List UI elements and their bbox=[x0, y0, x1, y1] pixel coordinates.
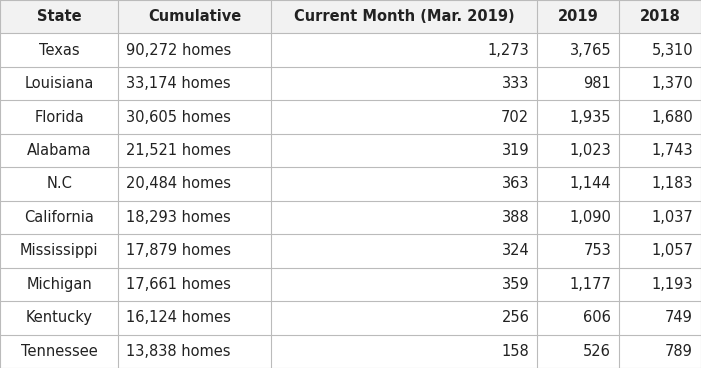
Text: Alabama: Alabama bbox=[27, 143, 91, 158]
Text: California: California bbox=[25, 210, 94, 225]
Text: 526: 526 bbox=[583, 344, 611, 359]
Bar bbox=[0, 0, 701, 33]
Text: 1,057: 1,057 bbox=[651, 243, 693, 258]
Text: 324: 324 bbox=[502, 243, 529, 258]
Text: 13,838 homes: 13,838 homes bbox=[126, 344, 231, 359]
Text: 17,661 homes: 17,661 homes bbox=[126, 277, 231, 292]
Text: 1,680: 1,680 bbox=[651, 110, 693, 125]
Text: 1,090: 1,090 bbox=[569, 210, 611, 225]
Text: Cumulative: Cumulative bbox=[148, 9, 241, 24]
Text: 1,273: 1,273 bbox=[488, 43, 529, 58]
Text: 388: 388 bbox=[502, 210, 529, 225]
Text: State: State bbox=[37, 9, 81, 24]
Text: 359: 359 bbox=[502, 277, 529, 292]
Text: 2019: 2019 bbox=[558, 9, 599, 24]
Text: Texas: Texas bbox=[39, 43, 79, 58]
Text: 18,293 homes: 18,293 homes bbox=[126, 210, 231, 225]
Text: Mississippi: Mississippi bbox=[20, 243, 98, 258]
Text: N.C: N.C bbox=[46, 177, 72, 191]
Text: 33,174 homes: 33,174 homes bbox=[126, 76, 231, 91]
Text: 1,183: 1,183 bbox=[651, 177, 693, 191]
Text: 17,879 homes: 17,879 homes bbox=[126, 243, 231, 258]
Text: 1,177: 1,177 bbox=[569, 277, 611, 292]
Text: 1,370: 1,370 bbox=[651, 76, 693, 91]
Text: 702: 702 bbox=[501, 110, 529, 125]
Text: 1,144: 1,144 bbox=[569, 177, 611, 191]
Text: Florida: Florida bbox=[34, 110, 84, 125]
Text: 319: 319 bbox=[502, 143, 529, 158]
Text: 3,765: 3,765 bbox=[569, 43, 611, 58]
Text: 363: 363 bbox=[502, 177, 529, 191]
Text: 749: 749 bbox=[665, 310, 693, 325]
Text: 981: 981 bbox=[583, 76, 611, 91]
Text: 333: 333 bbox=[502, 76, 529, 91]
Text: 1,023: 1,023 bbox=[569, 143, 611, 158]
Text: 256: 256 bbox=[501, 310, 529, 325]
Text: 1,743: 1,743 bbox=[651, 143, 693, 158]
Text: 5,310: 5,310 bbox=[651, 43, 693, 58]
Text: 20,484 homes: 20,484 homes bbox=[126, 177, 231, 191]
Text: 16,124 homes: 16,124 homes bbox=[126, 310, 231, 325]
Text: 606: 606 bbox=[583, 310, 611, 325]
Text: 90,272 homes: 90,272 homes bbox=[126, 43, 231, 58]
Text: 2018: 2018 bbox=[639, 9, 681, 24]
Text: 789: 789 bbox=[665, 344, 693, 359]
Text: 1,935: 1,935 bbox=[570, 110, 611, 125]
Text: 1,037: 1,037 bbox=[651, 210, 693, 225]
Text: Kentucky: Kentucky bbox=[26, 310, 93, 325]
Text: 158: 158 bbox=[502, 344, 529, 359]
Text: Michigan: Michigan bbox=[26, 277, 92, 292]
Text: 1,193: 1,193 bbox=[651, 277, 693, 292]
Text: Louisiana: Louisiana bbox=[25, 76, 94, 91]
Text: Current Month (Mar. 2019): Current Month (Mar. 2019) bbox=[294, 9, 515, 24]
Text: Tennessee: Tennessee bbox=[21, 344, 97, 359]
Text: 21,521 homes: 21,521 homes bbox=[126, 143, 231, 158]
Text: 753: 753 bbox=[583, 243, 611, 258]
Text: 30,605 homes: 30,605 homes bbox=[126, 110, 231, 125]
